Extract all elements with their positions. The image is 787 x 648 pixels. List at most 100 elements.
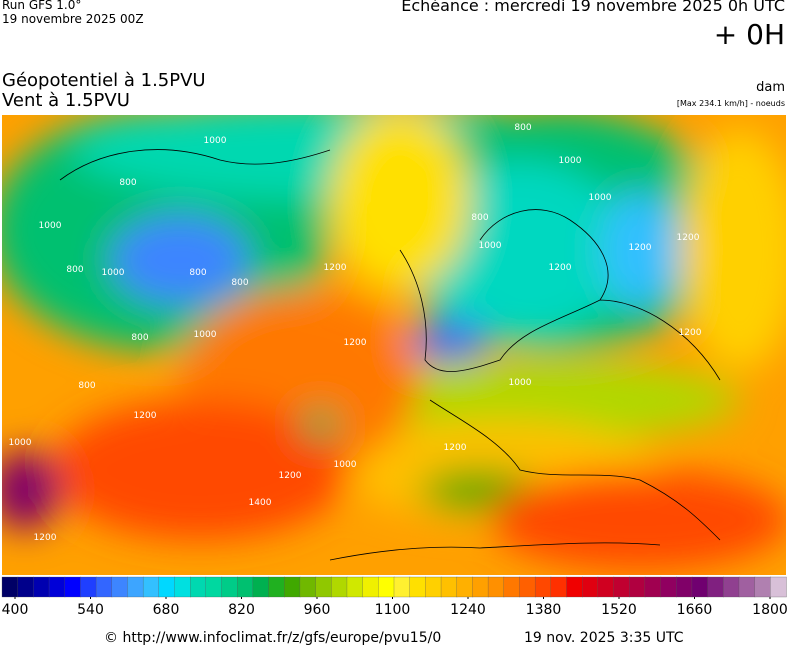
contour-label: 1200 <box>629 243 652 253</box>
contour-label: 800 <box>471 213 488 223</box>
colorbar-swatch <box>378 576 395 598</box>
contour-label: 800 <box>78 381 95 391</box>
colorbar-swatch <box>534 576 552 598</box>
colorbar-swatch <box>503 576 521 598</box>
contour-label: 1000 <box>204 136 227 146</box>
colorbar-swatch <box>393 576 411 598</box>
colorbar-swatch <box>190 576 207 598</box>
colorbar-swatch <box>456 576 474 598</box>
contour-label: 1000 <box>102 268 125 278</box>
contour-label: 800 <box>131 333 148 343</box>
colorbar-swatch <box>315 576 332 598</box>
colorbar-swatch <box>1 576 19 598</box>
offset: + 0H <box>713 18 785 51</box>
contour-label: 1000 <box>194 330 217 340</box>
colorbar-swatch <box>723 576 740 598</box>
contour-label: 1000 <box>334 460 357 470</box>
colorbar-swatch <box>252 576 270 598</box>
colorbar-swatch <box>158 576 176 598</box>
colorbar-tick-label: 820 <box>228 602 255 618</box>
colorbar-swatch <box>597 576 615 598</box>
map-title: Géopotentiel à 1.5PVU <box>2 70 206 91</box>
colorbar-swatch <box>331 576 348 598</box>
colorbar-swatch <box>346 576 364 598</box>
contour-label: 800 <box>231 278 248 288</box>
colorbar-swatch <box>629 576 646 598</box>
colorbar-tick-label: 1660 <box>677 602 713 618</box>
echeance: Echéance : mercredi 19 novembre 2025 0h … <box>401 0 785 15</box>
contour-label: 1200 <box>279 471 302 481</box>
footer-url: © http://www.infoclimat.fr/z/gfs/europe/… <box>104 630 442 646</box>
contour-label: 1200 <box>444 443 467 453</box>
contour-label: 1000 <box>9 438 32 448</box>
colorbar-swatch <box>613 576 630 598</box>
colorbar-tick-label: 1240 <box>450 602 486 618</box>
colorbar-tick-label: 540 <box>77 602 104 618</box>
contour-label: 1200 <box>344 338 367 348</box>
contour-label: 1400 <box>249 498 272 508</box>
colorbar-swatch <box>425 576 442 598</box>
unit: dam <box>756 80 785 95</box>
contour-label: 1200 <box>34 533 57 543</box>
contour-label: 1200 <box>679 328 702 338</box>
contour-label: 800 <box>66 265 83 275</box>
colorbar-tick-label: 1800 <box>752 602 787 618</box>
contour-label: 1200 <box>677 233 700 243</box>
map-subtitle: Vent à 1.5PVU <box>2 90 130 111</box>
colorbar-swatch <box>644 576 662 598</box>
colorbar-swatch <box>440 576 458 598</box>
contour-label: 800 <box>514 123 531 133</box>
footer-date: 19 nov. 2025 3:35 UTC <box>524 630 684 646</box>
colorbar-tick-label: 1520 <box>601 602 637 618</box>
colorbar-swatch <box>221 576 238 598</box>
colorbar-tick-label: 1380 <box>526 602 562 618</box>
colorbar-swatch <box>550 576 568 598</box>
colorbar-tick-label: 1100 <box>375 602 411 618</box>
colorbar-swatch <box>409 576 427 598</box>
colorbar-swatch <box>676 576 693 598</box>
colorbar-swatch <box>17 576 35 598</box>
colorbar-swatch <box>33 576 50 598</box>
contour-label: 800 <box>189 268 206 278</box>
colorbar-tick-label: 680 <box>153 602 180 618</box>
colorbar-swatch <box>127 576 144 598</box>
colorbar-swatch <box>660 576 677 598</box>
colorbar-swatch <box>142 576 160 598</box>
colorbar-swatch <box>487 576 505 598</box>
colorbar-swatch <box>64 576 82 598</box>
colorbar-swatch <box>582 576 599 598</box>
colorbar-swatch <box>237 576 254 598</box>
run: Run GFS 1.0° <box>2 0 82 12</box>
colorbar-swatch <box>738 576 756 598</box>
colorbar-swatch <box>284 576 301 598</box>
contour-label: 1000 <box>479 241 502 251</box>
contour-label: 1000 <box>559 156 582 166</box>
colorbar-swatch <box>472 576 489 598</box>
colorbar-swatch <box>268 576 285 598</box>
colorbar-tick-label: 960 <box>304 602 331 618</box>
coastlines <box>59 149 721 561</box>
colorbar-swatch <box>566 576 583 598</box>
colorbar-swatch <box>205 576 223 598</box>
colorbar-swatch <box>519 576 536 598</box>
colorbar-swatch <box>770 576 787 598</box>
colorbar-swatch <box>362 576 379 598</box>
field <box>2 115 786 575</box>
colorbar-swatch <box>299 576 317 598</box>
max-note: [Max 234.1 km/h] - noeuds <box>676 99 785 108</box>
colorbar-swatch <box>111 576 129 598</box>
contour-label: 1000 <box>509 378 532 388</box>
contour-label: 800 <box>119 178 136 188</box>
colorbar-swatch <box>174 576 191 598</box>
contour-label: 1200 <box>134 411 157 421</box>
contour-label: 1200 <box>324 263 347 273</box>
colorbar-swatch <box>691 576 709 598</box>
contour-label: 1000 <box>589 193 612 203</box>
contour-label: 1200 <box>549 263 572 273</box>
colorbar-tick-label: 400 <box>2 602 29 618</box>
colorbar-swatch <box>754 576 771 598</box>
colorbar-swatch <box>48 576 66 598</box>
colorbar-swatch <box>95 576 113 598</box>
